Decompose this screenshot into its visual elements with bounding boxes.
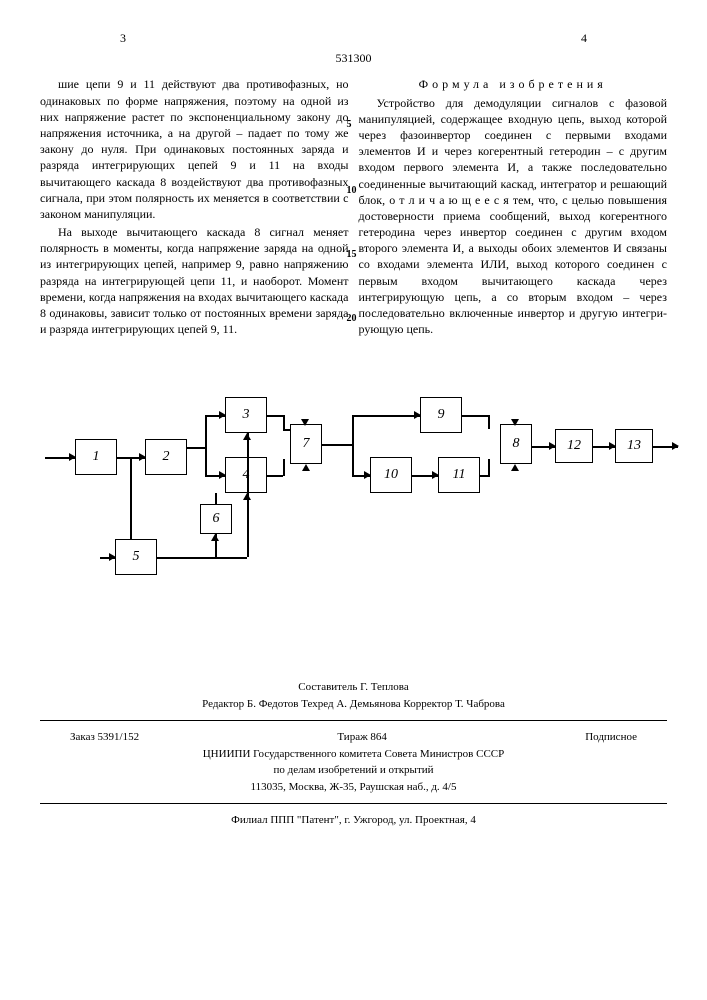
footer-org1: ЦНИИПИ Государственного комитета Совета … bbox=[40, 746, 667, 763]
block-11: 11 bbox=[438, 457, 480, 493]
block-1: 1 bbox=[75, 439, 117, 475]
footer-subscr: Подписное bbox=[585, 729, 637, 746]
line-mark-10: 10 bbox=[347, 184, 357, 198]
line-mark-15: 15 bbox=[347, 248, 357, 262]
footer: Составитель Г. Теплова Редактор Б. Федот… bbox=[40, 679, 667, 829]
footer-order: Заказ 5391/152 bbox=[70, 729, 139, 746]
block-diagram: 1 2 3 4 5 6 7 8 9 10 11 12 13 bbox=[40, 379, 667, 579]
line-mark-5: 5 bbox=[347, 118, 352, 132]
left-column: шие цепи 9 и 11 действуют два противо­фа… bbox=[40, 76, 349, 339]
footer-compiler: Составитель Г. Теплова bbox=[40, 679, 667, 696]
page-left: 3 bbox=[120, 30, 126, 46]
footer-order-row: Заказ 5391/152 Тираж 864 Подписное bbox=[40, 729, 667, 746]
block-2: 2 bbox=[145, 439, 187, 475]
block-13: 13 bbox=[615, 429, 653, 463]
page-right: 4 bbox=[581, 30, 587, 46]
formula-title: Формула изобретения bbox=[359, 76, 668, 92]
block-12: 12 bbox=[555, 429, 593, 463]
footer-tirage: Тираж 864 bbox=[337, 729, 387, 746]
block-7: 7 bbox=[290, 424, 322, 464]
left-p2: На выходе вычитающего каскада 8 сиг­нал … bbox=[40, 224, 349, 337]
right-column: 5 10 15 20 Формула изобретения Устройств… bbox=[359, 76, 668, 339]
block-5: 5 bbox=[115, 539, 157, 575]
block-10: 10 bbox=[370, 457, 412, 493]
block-3: 3 bbox=[225, 397, 267, 433]
footer-addr: 113035, Москва, Ж-35, Раушская наб., д. … bbox=[40, 779, 667, 796]
left-p1: шие цепи 9 и 11 действуют два противо­фа… bbox=[40, 76, 349, 222]
block-4: 4 bbox=[225, 457, 267, 493]
right-p1: Устройство для демодуляции сигналов с фа… bbox=[359, 95, 668, 338]
block-8: 8 bbox=[500, 424, 532, 464]
footer-editor: Редактор Б. Федотов Техред А. Демьянова … bbox=[40, 696, 667, 713]
line-mark-20: 20 bbox=[347, 312, 357, 326]
block-6: 6 bbox=[200, 504, 232, 534]
text-columns: шие цепи 9 и 11 действуют два противо­фа… bbox=[40, 76, 667, 339]
doc-number: 531300 bbox=[40, 50, 667, 66]
footer-org2: по делам изобретений и открытий bbox=[40, 762, 667, 779]
page-numbers: 3 4 bbox=[40, 30, 667, 46]
footer-branch: Филиал ППП "Патент", г. Ужгород, ул. Про… bbox=[40, 812, 667, 829]
block-9: 9 bbox=[420, 397, 462, 433]
